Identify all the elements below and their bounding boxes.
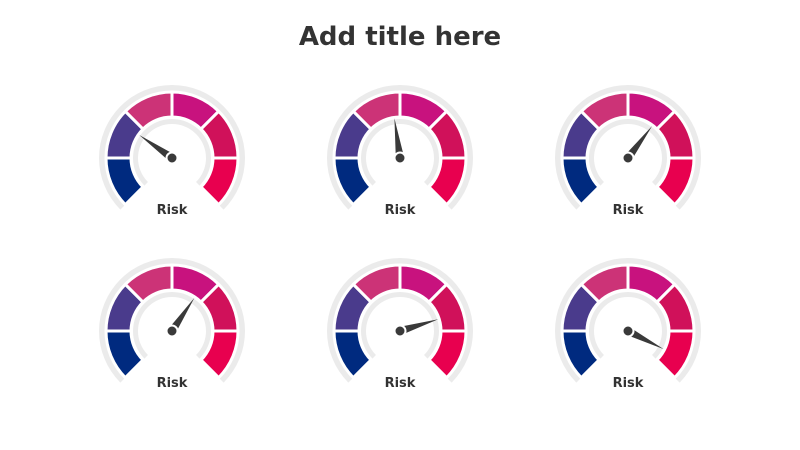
gauge-dial — [99, 85, 245, 210]
needle-pointer — [398, 319, 439, 336]
gauge-dial — [327, 258, 473, 383]
gauge-label: Risk — [156, 203, 188, 218]
gauge-needle — [621, 126, 653, 165]
gauge-dial — [555, 85, 701, 210]
gauge-inner-track — [361, 119, 439, 186]
needle-hub — [393, 151, 407, 165]
gauge-track — [99, 258, 245, 383]
risk-gauge: Risk — [553, 256, 703, 406]
needle-pointer — [168, 297, 195, 334]
needle-pointer — [139, 135, 175, 162]
gauge-inner-track — [589, 119, 667, 186]
gauge-label: Risk — [384, 203, 416, 218]
gauge-needle — [621, 324, 664, 350]
needle-hub — [165, 151, 179, 165]
gauge-dial — [99, 258, 245, 383]
risk-gauge: Risk — [97, 256, 247, 406]
gauge-segment-6 — [655, 329, 696, 380]
gauge-needle — [393, 319, 439, 338]
gauge-needle — [393, 118, 407, 165]
risk-gauge: Risk — [97, 83, 247, 233]
risk-gauge: Risk — [325, 83, 475, 233]
gauge-segment-6 — [427, 329, 468, 380]
gauge-track — [555, 85, 701, 210]
gauge-track — [327, 85, 473, 210]
gauge-track — [99, 85, 245, 210]
gauge-label: Risk — [612, 376, 644, 391]
needle-hub — [393, 324, 407, 338]
gauge-inner-track — [133, 119, 211, 186]
gauge-label: Risk — [612, 203, 644, 218]
gauge-segment-6 — [199, 156, 240, 207]
gauge-inner-track — [361, 292, 439, 359]
needle-hub — [621, 151, 635, 165]
needle-pointer — [626, 327, 664, 350]
gauge-needle — [139, 135, 179, 165]
gauge-label: Risk — [384, 376, 416, 391]
page-title: Add title here — [298, 22, 502, 52]
gauge-track — [555, 258, 701, 383]
gauge-dial — [555, 258, 701, 383]
gauge-inner-track — [589, 292, 667, 359]
risk-gauge: Risk — [553, 83, 703, 233]
gauge-inner-track — [133, 292, 211, 359]
gauge-segment-6 — [655, 156, 696, 207]
needle-pointer — [624, 126, 653, 161]
gauge-track — [327, 258, 473, 383]
gauge-dial — [327, 85, 473, 210]
needle-hub — [621, 324, 635, 338]
needle-hub — [165, 324, 179, 338]
gauge-segment-6 — [427, 156, 468, 207]
gauge-needle — [165, 297, 195, 338]
needle-pointer — [394, 118, 405, 159]
gauge-label: Risk — [156, 376, 188, 391]
risk-gauge: Risk — [325, 256, 475, 406]
gauge-segment-6 — [199, 329, 240, 380]
